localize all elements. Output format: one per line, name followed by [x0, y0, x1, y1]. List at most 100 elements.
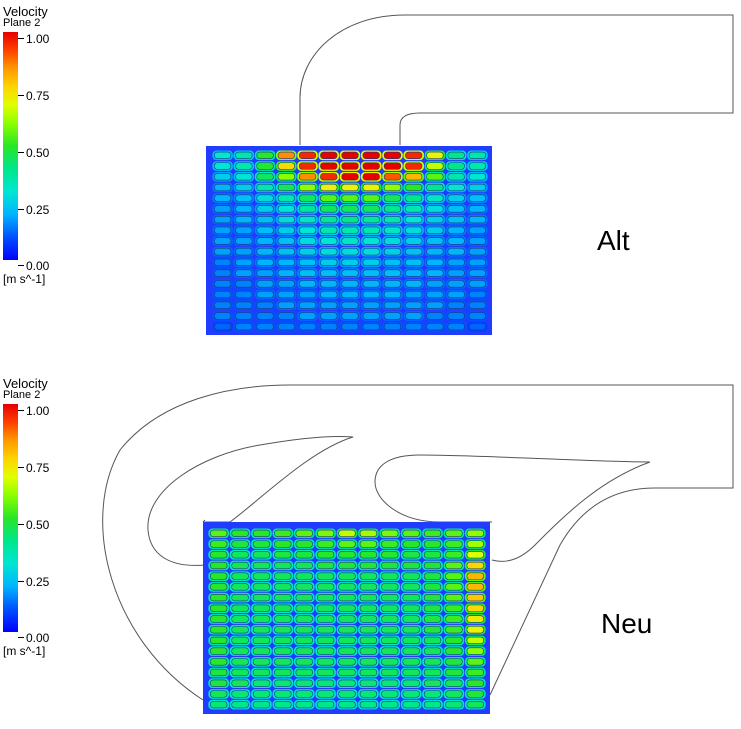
velocity-cell	[468, 237, 486, 245]
legend-tick-label: 0.50	[26, 146, 50, 160]
velocity-legend-bottom: Velocity Plane 2 1.00 0.75 0.50 0.25 0.0…	[0, 377, 80, 677]
velocity-cell	[256, 248, 274, 256]
velocity-cell	[274, 561, 292, 570]
velocity-cell	[231, 647, 249, 655]
velocity-cell	[277, 226, 295, 234]
velocity-cell	[402, 551, 420, 559]
velocity-cell	[274, 529, 292, 537]
velocity-cell	[423, 561, 442, 570]
velocity-cell	[231, 701, 249, 709]
case-label-alt: Alt	[597, 225, 630, 256]
velocity-cell	[341, 312, 359, 320]
velocity-cell	[231, 668, 249, 677]
velocity-cell	[405, 269, 423, 277]
velocity-cell	[341, 151, 359, 159]
velocity-cell	[402, 626, 420, 634]
legend-tick	[18, 95, 24, 96]
velocity-cell	[214, 194, 232, 202]
velocity-cell	[295, 701, 313, 709]
velocity-cell	[468, 280, 486, 288]
velocity-cell	[362, 323, 380, 331]
velocity-cell	[338, 647, 356, 655]
neu-left-vane	[147, 435, 354, 566]
velocity-cell	[362, 237, 380, 245]
velocity-cell	[447, 269, 465, 277]
velocity-cell	[405, 151, 423, 159]
velocity-cell	[256, 151, 274, 159]
velocity-cell	[298, 194, 317, 202]
velocity-cell	[316, 572, 335, 580]
velocity-cell	[210, 615, 228, 623]
velocity-cell	[320, 205, 338, 213]
velocity-cell	[423, 551, 442, 559]
velocity-cell	[320, 269, 338, 277]
velocity-cell	[426, 312, 444, 320]
velocity-cell	[256, 162, 274, 170]
velocity-cell	[426, 237, 444, 245]
velocity-cell	[381, 647, 399, 655]
legend-tick-label: 0.50	[26, 518, 50, 532]
velocity-cell	[256, 237, 274, 245]
velocity-cell	[295, 647, 313, 655]
color-scale-bar	[3, 32, 18, 260]
velocity-cell	[447, 226, 465, 234]
velocity-cell	[383, 183, 402, 192]
velocity-cell	[381, 540, 399, 548]
velocity-cell	[359, 583, 378, 591]
velocity-cell	[468, 226, 486, 234]
velocity-cell	[210, 604, 228, 612]
velocity-cell	[423, 540, 442, 548]
velocity-cell	[252, 626, 271, 634]
velocity-cell	[426, 205, 444, 213]
velocity-cell	[468, 151, 486, 159]
velocity-cell	[338, 668, 356, 677]
velocity-cell	[256, 280, 274, 288]
velocity-cell	[338, 626, 356, 634]
velocity-cell	[341, 301, 359, 309]
velocity-cell	[277, 323, 295, 331]
velocity-cell	[214, 237, 232, 245]
velocity-cell	[298, 162, 317, 170]
color-scale-bar	[3, 404, 18, 632]
velocity-cell	[466, 647, 484, 655]
velocity-cell	[252, 679, 271, 687]
velocity-cell	[405, 280, 423, 288]
legend-unit: [m s^-1]	[3, 644, 46, 658]
velocity-cell	[445, 658, 463, 666]
velocity-cell	[316, 583, 335, 591]
velocity-cell	[447, 151, 465, 159]
velocity-cell	[423, 626, 442, 634]
velocity-cell	[405, 183, 423, 192]
velocity-cell	[381, 668, 399, 677]
velocity-cell	[426, 301, 444, 309]
velocity-cell	[274, 647, 292, 655]
velocity-cell	[359, 593, 378, 602]
velocity-cell	[402, 604, 420, 612]
velocity-cell	[383, 194, 402, 202]
velocity-cell	[447, 323, 465, 331]
velocity-cell	[426, 162, 444, 170]
velocity-cell	[231, 551, 249, 559]
velocity-cell	[338, 540, 356, 548]
velocity-cell	[341, 269, 359, 277]
velocity-cell	[341, 205, 359, 213]
velocity-cell	[445, 626, 463, 634]
velocity-cell	[445, 647, 463, 655]
velocity-cell	[214, 290, 232, 299]
velocity-cell	[362, 205, 380, 213]
velocity-cell	[316, 540, 335, 548]
velocity-cell	[341, 162, 359, 170]
velocity-cell	[423, 529, 442, 537]
velocity-cell	[359, 658, 378, 666]
alt-cell-group	[212, 150, 488, 332]
velocity-cell	[405, 205, 423, 213]
velocity-cell	[402, 615, 420, 623]
velocity-cell	[298, 269, 317, 277]
velocity-cell	[423, 593, 442, 602]
velocity-cell	[231, 561, 249, 570]
velocity-cell	[341, 258, 359, 267]
velocity-cell	[277, 215, 295, 224]
velocity-cell	[277, 173, 295, 181]
legend-tick	[18, 524, 24, 525]
velocity-cell	[383, 215, 402, 224]
